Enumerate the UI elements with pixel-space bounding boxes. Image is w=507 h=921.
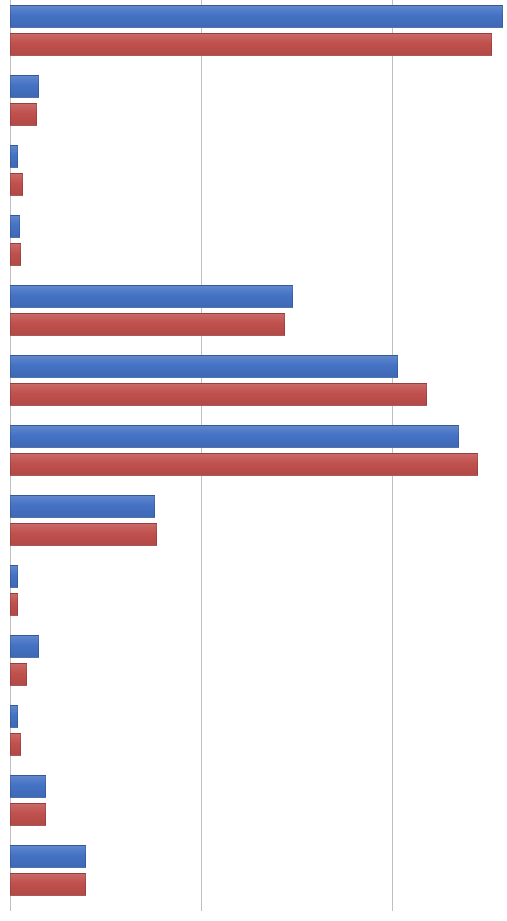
bar-series-1 bbox=[10, 5, 503, 28]
bar-series-1 bbox=[10, 565, 18, 588]
bar-series-2 bbox=[10, 243, 21, 266]
bar-series-2 bbox=[10, 663, 27, 686]
bar-chart bbox=[0, 0, 507, 921]
bar-series-2 bbox=[10, 523, 157, 546]
bar-series-2 bbox=[10, 383, 427, 406]
bar-series-1 bbox=[10, 425, 459, 448]
bar-series-1 bbox=[10, 845, 86, 868]
bar-series-1 bbox=[10, 775, 46, 798]
bar-series-2 bbox=[10, 803, 46, 826]
bar-series-2 bbox=[10, 593, 18, 616]
plot-area bbox=[10, 0, 507, 911]
bar-series-1 bbox=[10, 635, 39, 658]
bar-series-2 bbox=[10, 733, 21, 756]
bar-series-1 bbox=[10, 75, 39, 98]
bar-series-1 bbox=[10, 215, 20, 238]
bar-series-1 bbox=[10, 355, 398, 378]
bar-series-2 bbox=[10, 873, 86, 896]
bar-series-2 bbox=[10, 173, 23, 196]
bar-series-1 bbox=[10, 495, 155, 518]
bar-series-1 bbox=[10, 285, 293, 308]
bar-series-1 bbox=[10, 145, 18, 168]
bar-series-2 bbox=[10, 453, 478, 476]
bar-series-1 bbox=[10, 705, 18, 728]
bar-series-2 bbox=[10, 33, 492, 56]
bar-series-2 bbox=[10, 103, 37, 126]
bar-series-2 bbox=[10, 313, 285, 336]
